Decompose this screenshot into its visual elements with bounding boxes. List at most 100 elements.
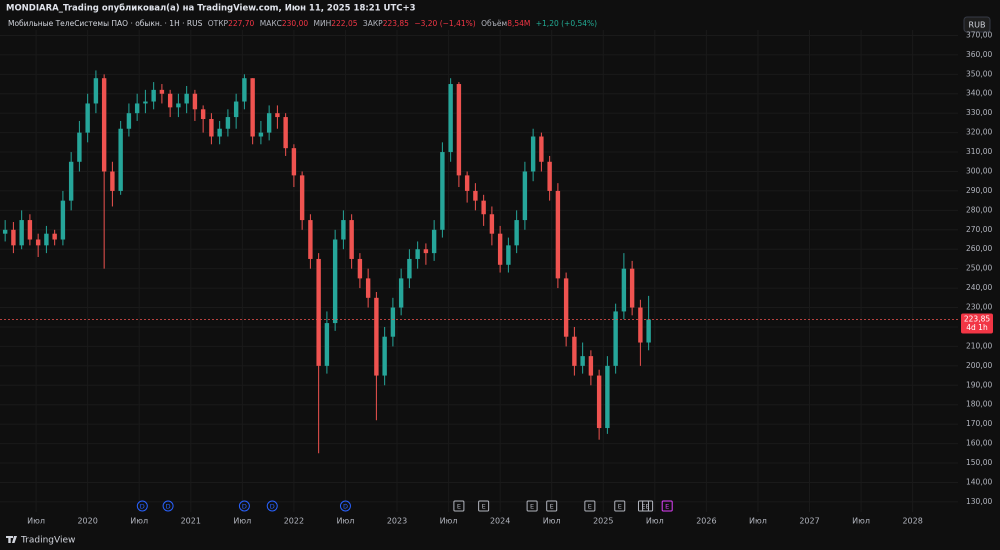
y-tick-label: 200,00: [966, 361, 992, 370]
currency-label: RUB: [969, 21, 986, 30]
last-price-label: 223,85: [964, 314, 990, 323]
candle-body: [233, 101, 239, 118]
candle-body: [547, 161, 552, 191]
candle-body: [473, 190, 478, 201]
currency-button[interactable]: [963, 16, 991, 33]
y-tick-label: 310,00: [966, 147, 992, 156]
event-label: E: [665, 503, 669, 511]
candle-body: [316, 258, 321, 366]
y-tick-label: 360,00: [966, 50, 992, 59]
candle-body: [44, 233, 49, 246]
volume-value: 8,54M: [507, 19, 530, 28]
x-tick-label: Июл: [646, 517, 664, 526]
y-tick-label: 170,00: [966, 419, 992, 428]
y-tick-label: 250,00: [966, 264, 992, 273]
info-value: 222,05: [331, 19, 357, 28]
candle-body: [357, 258, 363, 279]
x-tick-label: 2028: [902, 517, 922, 526]
candle-body: [308, 220, 313, 259]
plot-area: 130,00 140,00 150,00 160,00 170,00 180,00 190,…: [0, 30, 993, 526]
candle-body: [555, 190, 561, 279]
y-tick-label: 280,00: [966, 205, 992, 214]
x-tick-label: Июл: [233, 517, 251, 526]
candle-body: [126, 113, 132, 129]
y-tick-label: 230,00: [966, 303, 992, 312]
x-tick-label: Июл: [749, 517, 767, 526]
x-tick-label: 2026: [696, 517, 716, 526]
candle-body: [60, 200, 66, 240]
dividend-marker: [162, 500, 174, 512]
x-tick-label: Июл: [27, 517, 45, 526]
info-value: 230,00: [282, 19, 308, 28]
info-label: ЗАКР: [363, 19, 383, 28]
earnings-marker: [614, 500, 626, 512]
candle-body: [580, 356, 585, 366]
event-label: E: [641, 503, 645, 511]
event-label: D: [343, 503, 348, 511]
candle-body: [299, 175, 305, 221]
info-value: 227,70: [228, 19, 254, 28]
candle-body: [225, 117, 231, 129]
candle-body: [176, 103, 181, 108]
y-tick-label: 140,00: [966, 477, 992, 486]
candle-body: [448, 84, 453, 153]
candle-body: [275, 113, 280, 118]
candle-body: [192, 93, 198, 110]
candle-body: [588, 356, 594, 376]
candle-body: [68, 161, 74, 201]
candle-body: [283, 117, 288, 149]
earnings-marker: [642, 500, 654, 512]
footer-brand: TradingView: [20, 536, 75, 546]
y-tick-label: 160,00: [966, 439, 992, 448]
earnings-marker: [661, 500, 673, 512]
candle-body: [184, 93, 189, 104]
candle-body: [266, 113, 272, 133]
event-label: E: [482, 503, 486, 511]
y-tick-label: 320,00: [966, 128, 992, 137]
y-tick-label: 260,00: [966, 244, 992, 253]
event-label: E: [530, 503, 534, 511]
info-label: МАКС: [260, 19, 282, 28]
y-tick-label: 340,00: [966, 89, 992, 98]
candle-body: [349, 220, 354, 259]
earnings-marker: [453, 500, 465, 512]
candle-body: [613, 311, 618, 366]
x-tick-label: 2027: [799, 517, 819, 526]
x-tick-label: Июл: [543, 517, 561, 526]
event-label: E: [550, 503, 554, 511]
candle-body: [93, 78, 99, 104]
x-tick-label: 2024: [490, 517, 510, 526]
x-tick-label: Июл: [852, 517, 870, 526]
event-label: D: [140, 503, 145, 511]
candle-body: [390, 307, 396, 337]
info-label: ОТКР: [208, 19, 229, 28]
candle-body: [200, 109, 206, 120]
candle-body: [19, 220, 24, 246]
candle-body: [596, 375, 602, 429]
candle-body: [341, 220, 346, 240]
candle-body: [167, 93, 173, 108]
info-label: МИН: [314, 19, 332, 28]
x-tick-label: 2020: [77, 517, 97, 526]
candle-body: [332, 239, 338, 324]
candle-body: [522, 171, 528, 221]
event-label: E: [588, 503, 592, 511]
earnings-marker: [584, 500, 596, 512]
x-tick-label: Июл: [440, 517, 458, 526]
symbol-info: Мобильные ТелеСистемы ПАО · обыкн. · 1Н …: [8, 19, 597, 28]
candle-body: [497, 233, 503, 265]
candle-body: [258, 132, 264, 137]
bar-countdown: 4d 1h: [966, 323, 988, 332]
candle-body: [324, 323, 330, 366]
info-value: 223,85: [383, 19, 409, 28]
y-tick-label: 180,00: [966, 400, 992, 409]
candle-body: [209, 119, 214, 137]
candle-body: [143, 101, 148, 104]
candle-body: [456, 84, 462, 176]
logo-mark: [5, 536, 17, 543]
candle-body: [407, 258, 412, 279]
candle-body: [2, 229, 8, 234]
earnings-marker: [526, 500, 538, 512]
candle-body: [382, 336, 387, 376]
